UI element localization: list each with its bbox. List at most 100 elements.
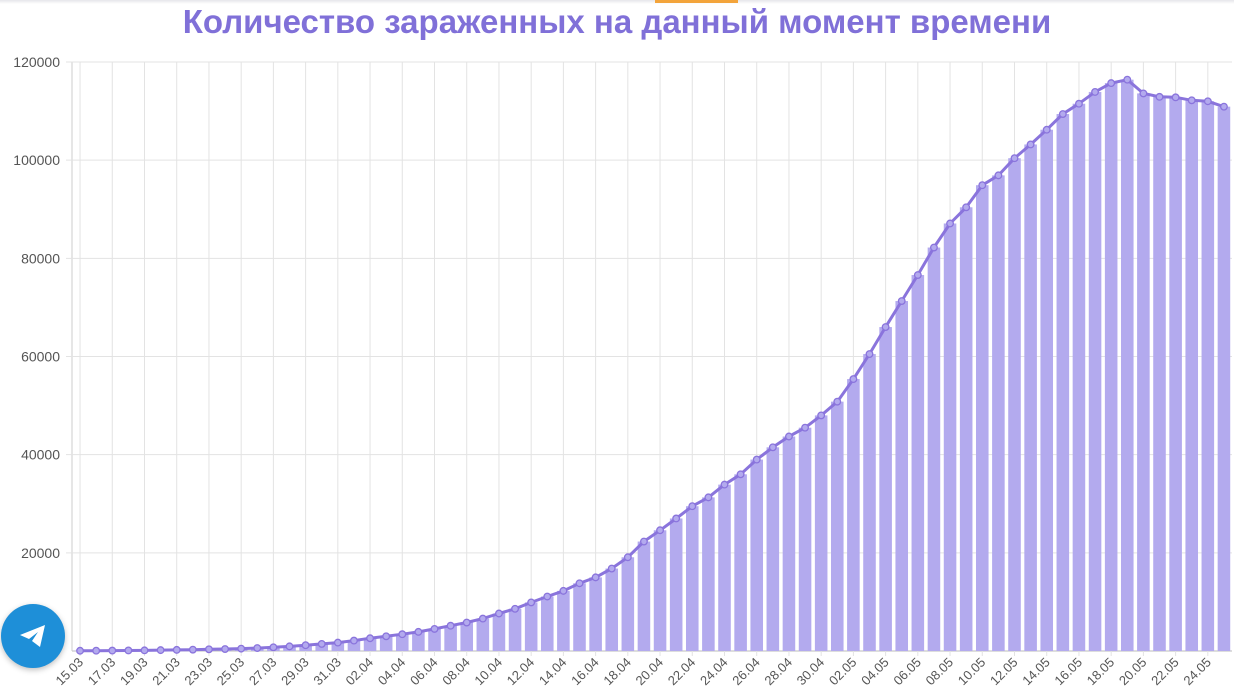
x-tick-label: 06.04 (407, 655, 441, 689)
x-tick-label: 06.05 (890, 655, 924, 689)
data-point (172, 645, 181, 654)
bar (540, 596, 554, 651)
x-tick-label: 14.04 (536, 655, 570, 689)
data-point (446, 621, 455, 630)
data-point (237, 644, 246, 653)
data-point (301, 641, 310, 650)
bar (524, 602, 538, 651)
y-tick-label: 120000 (13, 54, 60, 70)
x-tick-label: 10.04 (471, 655, 505, 689)
x-tick-label: 20.04 (633, 655, 667, 689)
data-point (768, 443, 777, 452)
data-point (527, 598, 536, 607)
bar (895, 301, 909, 651)
data-point (1091, 87, 1100, 96)
bar (508, 608, 522, 651)
data-point (349, 636, 358, 645)
x-tick-label: 20.05 (1116, 655, 1150, 689)
x-tick-label: 27.03 (246, 655, 280, 689)
bar (331, 642, 345, 651)
data-point (1074, 99, 1083, 108)
x-tick-label: 15.03 (53, 655, 87, 689)
data-point (1058, 110, 1067, 118)
x-tick-label: 12.04 (504, 655, 538, 689)
bar (766, 447, 780, 651)
x-tick-label: 02.05 (826, 655, 860, 689)
x-tick-label: 24.04 (697, 655, 731, 689)
bar (1104, 83, 1118, 651)
x-tick-label: 14.05 (1019, 655, 1053, 689)
telegram-paper-plane-icon (20, 625, 45, 647)
bar (959, 207, 973, 651)
data-point (1139, 89, 1148, 98)
data-point (623, 553, 632, 562)
x-tick-label: 31.03 (310, 655, 344, 689)
bar (734, 474, 747, 651)
bar (782, 436, 796, 651)
bar (943, 223, 957, 651)
data-point (140, 646, 149, 655)
bar (830, 401, 844, 651)
y-tick-label: 20000 (21, 545, 60, 561)
data-point (962, 203, 971, 212)
x-tick-label: 25.03 (214, 655, 248, 689)
bar (1056, 114, 1070, 652)
x-tick-label: 08.04 (439, 655, 473, 689)
top-shadow (0, 0, 1234, 4)
data-point (978, 181, 987, 190)
bar (653, 530, 667, 651)
data-point (253, 644, 262, 653)
bar (589, 577, 602, 651)
bar (1169, 97, 1182, 652)
data-point (736, 470, 745, 479)
bar (363, 638, 377, 651)
data-point (946, 219, 955, 228)
data-point (430, 624, 439, 633)
data-point (1187, 96, 1196, 105)
bar (814, 415, 828, 651)
data-point (204, 645, 213, 654)
bar (1088, 91, 1102, 651)
x-tick-label: 24.05 (1180, 655, 1214, 689)
bar (379, 636, 393, 651)
data-point (269, 643, 278, 652)
data-point (994, 171, 1003, 180)
x-tick-label: 16.05 (1051, 655, 1085, 689)
data-point (591, 573, 600, 582)
data-point (672, 514, 681, 523)
bar (476, 618, 490, 651)
data-point (1203, 97, 1212, 106)
bar (492, 613, 506, 651)
telegram-button[interactable] (1, 604, 65, 668)
bar (573, 583, 586, 651)
bar (637, 541, 651, 651)
data-point (801, 423, 810, 432)
bar (702, 497, 715, 651)
bar (1008, 158, 1021, 651)
x-tick-label: 04.04 (375, 655, 409, 689)
data-point (688, 502, 697, 511)
data-point (398, 630, 407, 639)
x-tick-label: 19.03 (117, 655, 151, 689)
bar (428, 628, 441, 651)
bar (798, 427, 812, 651)
x-tick-label: 30.04 (794, 655, 828, 689)
bar (879, 327, 892, 651)
bar (718, 484, 731, 651)
x-tick-label: 23.03 (181, 655, 215, 689)
x-tick-label: 28.04 (761, 655, 795, 689)
data-point (639, 537, 648, 546)
data-point (913, 271, 922, 279)
data-point (897, 297, 906, 305)
x-tick-label: 26.04 (729, 655, 763, 689)
data-point (462, 618, 471, 627)
bar (557, 590, 570, 651)
bar (1024, 144, 1037, 651)
x-tick-label: 04.05 (858, 655, 892, 689)
bar (863, 354, 876, 651)
data-point (333, 638, 342, 647)
data-point (720, 480, 729, 489)
data-point (221, 645, 230, 653)
data-point (188, 645, 197, 654)
